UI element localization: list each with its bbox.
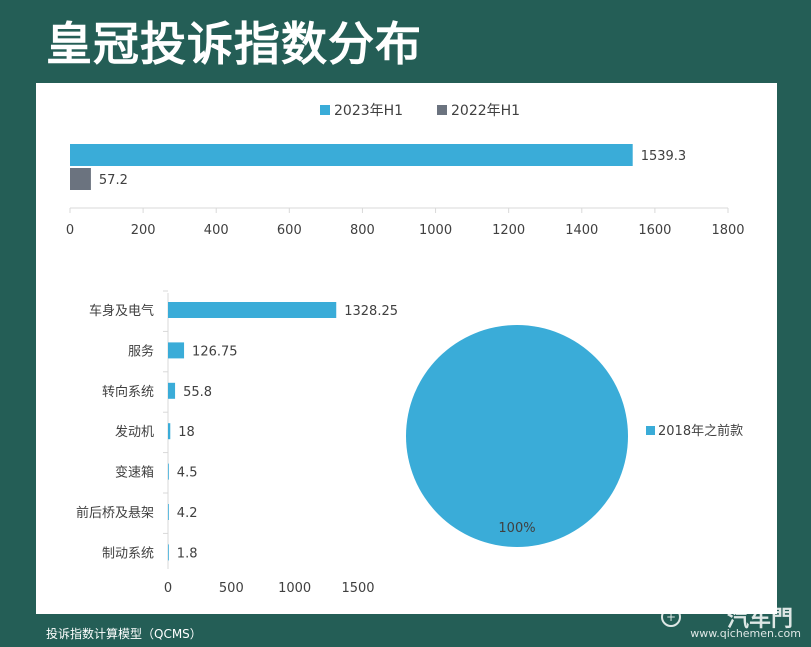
pie-legend-swatch <box>646 426 655 435</box>
chart2-data-label: 1.8 <box>177 546 198 561</box>
chart2-bar <box>168 504 169 520</box>
footer-note: 投诉指数计算模型（QCMS） <box>46 627 202 641</box>
chart2-data-label: 18 <box>178 425 195 440</box>
charts-svg: 2023年H1 2022年H1 0 200 400 600 800 1000 1200 1400 1… <box>66 103 745 596</box>
chart1-tick-label: 1200 <box>492 223 525 238</box>
chart2-data-label: 126.75 <box>192 344 238 359</box>
chart2-category-label: 转向系统 <box>102 384 154 400</box>
watermark-plus-icon: + <box>661 607 681 627</box>
chart2-data-label: 1328.25 <box>344 304 398 319</box>
pie-slice <box>406 325 628 547</box>
legend-label-1: 2022年H1 <box>451 103 520 119</box>
chart2-bar <box>168 544 169 561</box>
chart2-category-label: 前后桥及悬架 <box>76 505 154 521</box>
chart2-category-label: 车身及电气 <box>89 303 154 319</box>
chart2-bar <box>168 423 171 440</box>
chart1-bar <box>70 144 633 166</box>
legend-swatch-1 <box>437 105 447 115</box>
watermark-brand: 汽车門 <box>726 607 793 632</box>
chart2-tick-label: 1000 <box>278 581 311 596</box>
chart2-tick-label: 1500 <box>341 581 374 596</box>
chart1-tick-label: 800 <box>350 223 375 238</box>
page-title: 皇冠投诉指数分布 <box>46 17 422 71</box>
pie-legend-label: 2018年之前款 <box>658 423 743 439</box>
chart2-tick-label: 500 <box>219 581 244 596</box>
chart1-tick-label: 1000 <box>419 223 452 238</box>
chart2-category-label: 制动系统 <box>102 546 154 561</box>
chart2-data-label: 55.8 <box>183 385 212 400</box>
chart1-tick-label: 1400 <box>565 223 598 238</box>
chart2-bar <box>168 342 185 359</box>
chart2-bar <box>168 382 176 399</box>
chart1-bar <box>70 168 91 190</box>
watermark-url: www.qichemen.com <box>690 627 801 640</box>
chart2-category-label: 变速箱 <box>115 465 154 481</box>
chart2-bar <box>168 302 337 318</box>
chart1-data-label: 1539.3 <box>641 149 687 164</box>
chart1-tick-label: 600 <box>277 223 302 238</box>
chart1-tick-label: 400 <box>204 223 229 238</box>
legend-label-0: 2023年H1 <box>334 103 403 119</box>
legend-swatch-0 <box>320 105 330 115</box>
chart-panel: 2023年H1 2022年H1 0 200 400 600 800 1000 1200 1400 1… <box>36 83 777 614</box>
chart2-bar <box>168 463 169 480</box>
chart2-data-label: 4.2 <box>177 506 198 521</box>
watermark: + 汽车門 www.qichemen.com <box>643 601 803 643</box>
chart1-tick-label: 1800 <box>711 223 744 238</box>
chart1-data-label: 57.2 <box>99 173 128 188</box>
chart1-tick-label: 200 <box>131 223 156 238</box>
chart2-category-label: 发动机 <box>115 424 154 440</box>
chart1-tick-label: 1600 <box>638 223 671 238</box>
pie-data-label: 100% <box>498 521 535 536</box>
chart2-data-label: 4.5 <box>177 466 198 481</box>
chart2-category-label: 服务 <box>128 343 154 359</box>
chart2-tick-label: 0 <box>164 581 172 596</box>
chart1-tick-label: 0 <box>66 223 74 238</box>
